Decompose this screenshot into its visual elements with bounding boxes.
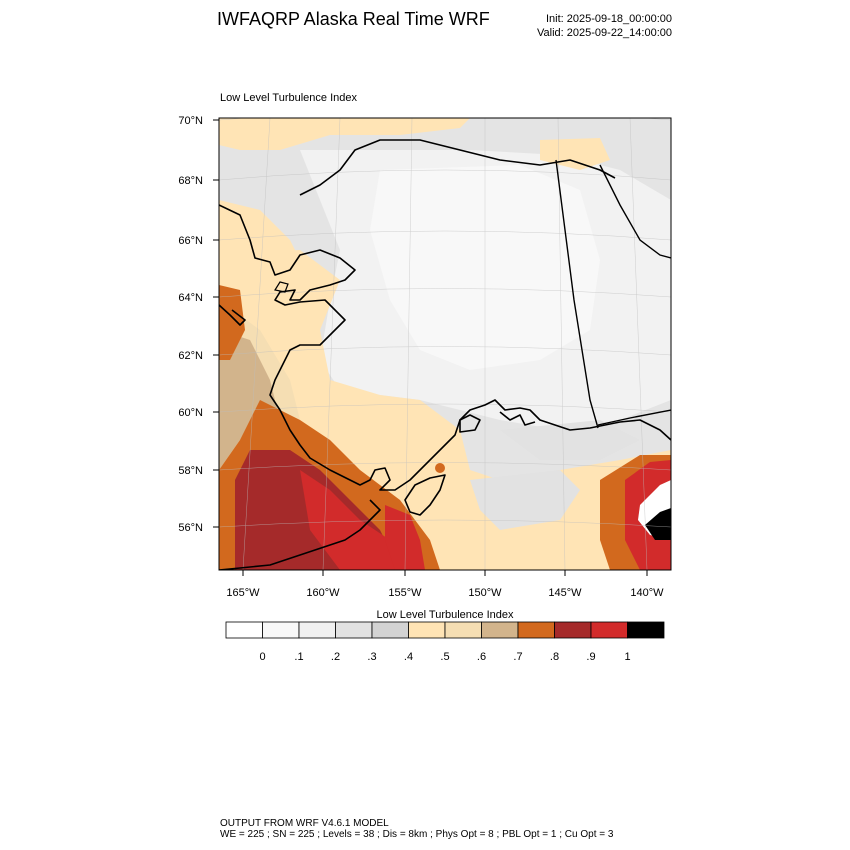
lat-label: 62°N <box>178 350 203 362</box>
colorbar-tick-label: 1 <box>624 651 630 663</box>
colorbar-tick-label: .8 <box>550 651 559 663</box>
field-tan-west <box>219 330 280 470</box>
colorbar-box <box>335 621 373 639</box>
field-seward-band <box>219 200 310 300</box>
footer-model: OUTPUT FROM WRF V4.6.1 MODEL <box>220 818 389 829</box>
field-red-bristol <box>300 470 400 570</box>
colorbar-tick-label: .2 <box>331 651 340 663</box>
plot-frame <box>218 117 672 571</box>
field-orange-spot <box>435 463 445 473</box>
lon-ticks <box>242 570 648 576</box>
main-title: IWFAQRP Alaska Real Time WRF <box>217 9 490 29</box>
colorbar: 0 .1 .2 .3 .4 .5 .6 .7 .8 .9 1 <box>225 621 665 663</box>
field-gray-gulf <box>500 420 640 460</box>
island <box>274 281 289 293</box>
lon-label: 160°W <box>306 587 340 599</box>
lon-labels: 165°W 160°W 155°W 150°W 145°W 140°W <box>226 587 664 599</box>
colorbar-box <box>371 621 409 639</box>
init-time: Init: 2025-09-18_00:00:00 <box>546 13 672 25</box>
lat-ticks <box>213 119 219 528</box>
lon-label: 145°W <box>548 587 582 599</box>
coastlines <box>219 139 671 570</box>
colorbar-tick-label: .5 <box>440 651 449 663</box>
colorbar-tick-label: .9 <box>586 651 595 663</box>
map-field <box>219 118 671 570</box>
lon-label: 150°W <box>468 587 502 599</box>
lat-label: 68°N <box>178 175 203 187</box>
field-black-core <box>645 508 671 540</box>
lat-labels: 70°N 68°N 66°N 64°N 62°N 60°N 58°N 56°N <box>178 115 203 534</box>
field-orange-northwest <box>219 285 245 360</box>
colorbar-box <box>590 621 628 639</box>
colorbar-tick-label: .1 <box>294 651 303 663</box>
colorbar-box <box>298 621 336 639</box>
lon-label: 140°W <box>630 587 664 599</box>
lat-label: 56°N <box>178 522 203 534</box>
colorbar-box <box>517 621 555 639</box>
colorbar-box <box>481 621 519 639</box>
borders <box>555 159 671 429</box>
valid-time: Valid: 2025-09-22_14:00:00 <box>537 27 672 39</box>
field-gray-south <box>470 470 580 530</box>
lon-label: 165°W <box>226 587 260 599</box>
colorbar-tick-label: .7 <box>513 651 522 663</box>
graticule <box>219 118 671 570</box>
colorbar-box <box>262 621 300 639</box>
field-red-peninsula <box>385 505 425 570</box>
colorbar-tick-label: .4 <box>404 651 413 663</box>
lat-label: 58°N <box>178 465 203 477</box>
colorbar-box <box>225 621 263 639</box>
colorbar-title: Low Level Turbulence Index <box>376 609 514 621</box>
colorbar-box <box>554 621 592 639</box>
footer-settings: WE = 225 ; SN = 225 ; Levels = 38 ; Dis … <box>220 829 614 840</box>
plot-title: Low Level Turbulence Index <box>220 92 357 104</box>
colorbar-tick-label: 0 <box>259 651 265 663</box>
colorbar-tick-label: .3 <box>367 651 376 663</box>
lat-label: 70°N <box>178 115 203 127</box>
lat-label: 66°N <box>178 235 203 247</box>
field-arctic-tan <box>219 118 470 150</box>
lat-label: 64°N <box>178 292 203 304</box>
colorbar-tick-label: .6 <box>477 651 486 663</box>
colorbar-box <box>408 621 446 639</box>
colorbar-box <box>627 621 665 639</box>
lon-label: 155°W <box>388 587 422 599</box>
lat-label: 60°N <box>178 407 203 419</box>
colorbar-box <box>444 621 482 639</box>
